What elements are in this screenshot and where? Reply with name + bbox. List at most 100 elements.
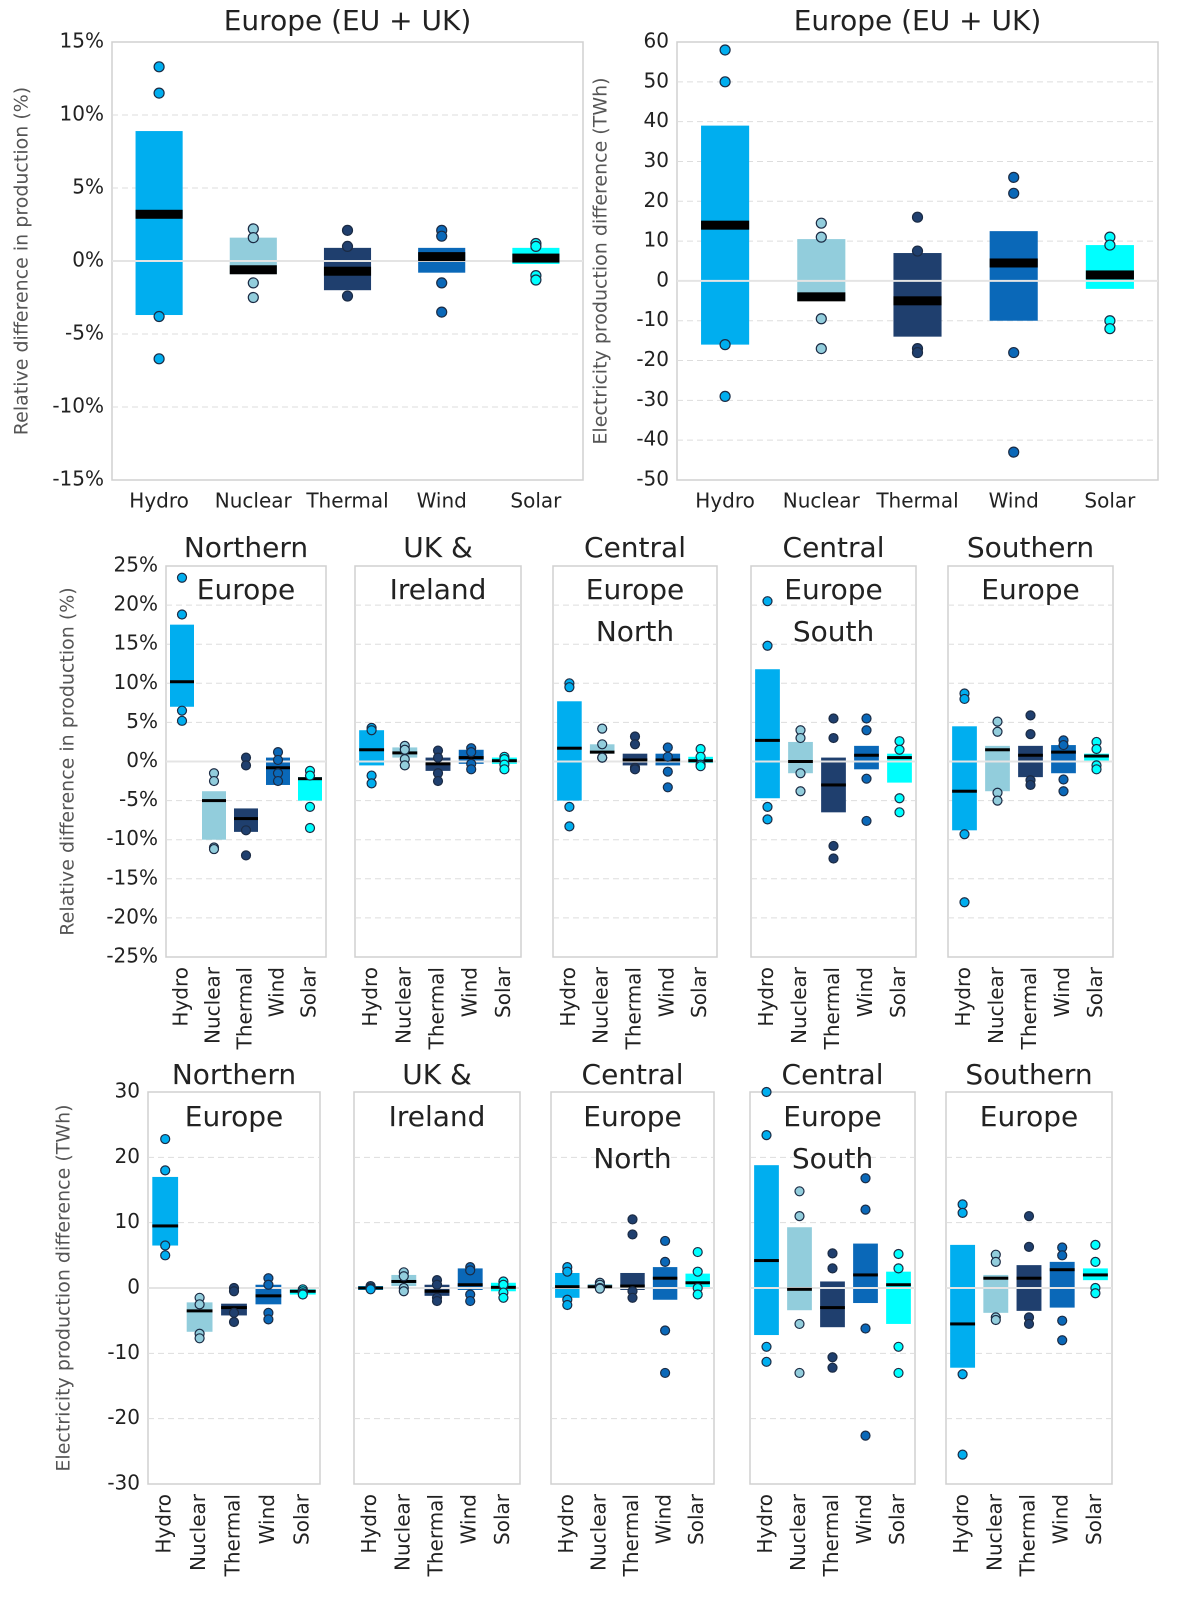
scenario-point xyxy=(431,1279,443,1290)
scenario-point xyxy=(530,274,542,286)
scenario-point xyxy=(176,715,188,726)
y-tick-label: 10% xyxy=(114,670,158,694)
scenario-point xyxy=(1058,739,1069,751)
y-tick-label: 0% xyxy=(126,748,158,772)
y-tick-label: -10 xyxy=(636,307,669,331)
scenario-point xyxy=(465,1265,476,1276)
median-bar xyxy=(1018,753,1043,757)
x-tick-label: Solar xyxy=(885,1493,909,1545)
scenario-point xyxy=(594,1283,606,1294)
scenario-point xyxy=(861,815,872,827)
scenario-point xyxy=(627,1214,638,1225)
x-tick-label: Wind xyxy=(1050,967,1074,1017)
scenario-point xyxy=(860,1173,871,1184)
y-tick-label: -20 xyxy=(107,1405,140,1429)
y-tick-label: -10% xyxy=(106,826,158,850)
scenario-point xyxy=(432,775,444,787)
scenario-point xyxy=(692,1246,703,1258)
x-tick-label: Nuclear xyxy=(391,966,415,1044)
scenario-point xyxy=(1057,1315,1068,1326)
scenario-point xyxy=(176,572,188,583)
scenario-point xyxy=(228,1286,240,1297)
y-tick-label: -20% xyxy=(106,904,158,928)
scenario-point xyxy=(228,1316,240,1328)
range-box xyxy=(985,745,1010,792)
range-box xyxy=(983,1274,1009,1313)
x-tick-label: Hydro xyxy=(357,1494,381,1554)
y-tick-label: 15% xyxy=(114,631,158,655)
y-tick-label: 10 xyxy=(644,228,669,252)
x-tick-label: Thermal xyxy=(875,489,958,513)
scenario-point xyxy=(719,390,731,402)
panel-title: Europe xyxy=(784,573,882,606)
scenario-point xyxy=(1057,1250,1068,1261)
y-axis-label: Relative difference in production (%) xyxy=(11,87,33,435)
y-tick-label: 30 xyxy=(115,1079,140,1103)
scenario-point xyxy=(562,1266,573,1277)
scenario-point xyxy=(893,1341,904,1352)
scenario-point xyxy=(828,732,839,744)
range-box xyxy=(359,730,385,766)
y-tick-label: -5% xyxy=(119,787,158,811)
x-tick-label: Hydro xyxy=(695,489,755,513)
scenario-point xyxy=(1025,729,1036,740)
scenario-point xyxy=(304,770,316,781)
range-box xyxy=(701,125,750,345)
y-tick-label: 10% xyxy=(60,102,104,126)
scenario-point xyxy=(1104,239,1116,251)
panel-title: Europe xyxy=(197,573,295,606)
median-bar xyxy=(1051,750,1076,754)
panel-title: Europe (EU + UK) xyxy=(794,4,1042,37)
x-tick-label: Solar xyxy=(687,966,711,1018)
scenario-point xyxy=(436,230,448,242)
scenario-point xyxy=(794,1367,805,1379)
x-tick-label: Wind xyxy=(654,967,678,1017)
scenario-point xyxy=(1008,446,1020,458)
scenario-point xyxy=(366,725,377,736)
panel-title: South xyxy=(793,615,874,648)
scenario-point xyxy=(1091,764,1102,775)
scenario-point xyxy=(719,44,731,56)
median-bar xyxy=(457,1283,483,1287)
scenario-point xyxy=(498,1292,509,1303)
range-box xyxy=(853,1243,878,1304)
x-tick-label: Hydro xyxy=(556,967,580,1027)
scenario-point xyxy=(719,76,731,88)
scenario-point xyxy=(762,640,773,651)
scenario-point xyxy=(465,1295,476,1307)
range-box xyxy=(788,741,813,774)
median-bar xyxy=(854,753,879,757)
median-bar xyxy=(323,266,372,276)
scenario-point xyxy=(366,778,377,789)
y-tick-label: 0 xyxy=(656,267,669,291)
scenario-point xyxy=(894,744,905,755)
median-bar xyxy=(788,760,813,763)
x-tick-label: Nuclear xyxy=(589,966,613,1044)
y-tick-label: 20 xyxy=(115,1144,140,1168)
x-tick-label: Hydro xyxy=(951,967,975,1027)
median-bar xyxy=(983,1276,1009,1280)
x-tick-label: Hydro xyxy=(169,967,193,1027)
median-bar xyxy=(458,756,484,760)
scenario-point xyxy=(1008,187,1020,199)
y-tick-label: 30 xyxy=(644,148,669,172)
panel-title: Europe xyxy=(583,1100,681,1133)
scenario-point xyxy=(240,760,252,771)
scenario-point xyxy=(194,1333,205,1344)
scenario-point xyxy=(893,1367,904,1379)
median-bar xyxy=(234,817,258,821)
median-bar xyxy=(821,783,846,787)
scenario-point xyxy=(761,1341,772,1352)
scenario-point xyxy=(1008,171,1020,183)
scenario-point xyxy=(659,1256,671,1267)
median-bar xyxy=(985,748,1010,752)
scenario-point xyxy=(153,310,165,323)
scenario-point xyxy=(562,1299,573,1311)
y-tick-label: -30 xyxy=(636,387,669,411)
median-bar xyxy=(622,758,648,762)
median-bar xyxy=(1084,754,1109,758)
x-tick-label: Solar xyxy=(1083,966,1107,1018)
x-tick-label: Nuclear xyxy=(783,489,861,513)
scenario-point xyxy=(959,897,970,908)
scenario-point xyxy=(860,1204,871,1215)
